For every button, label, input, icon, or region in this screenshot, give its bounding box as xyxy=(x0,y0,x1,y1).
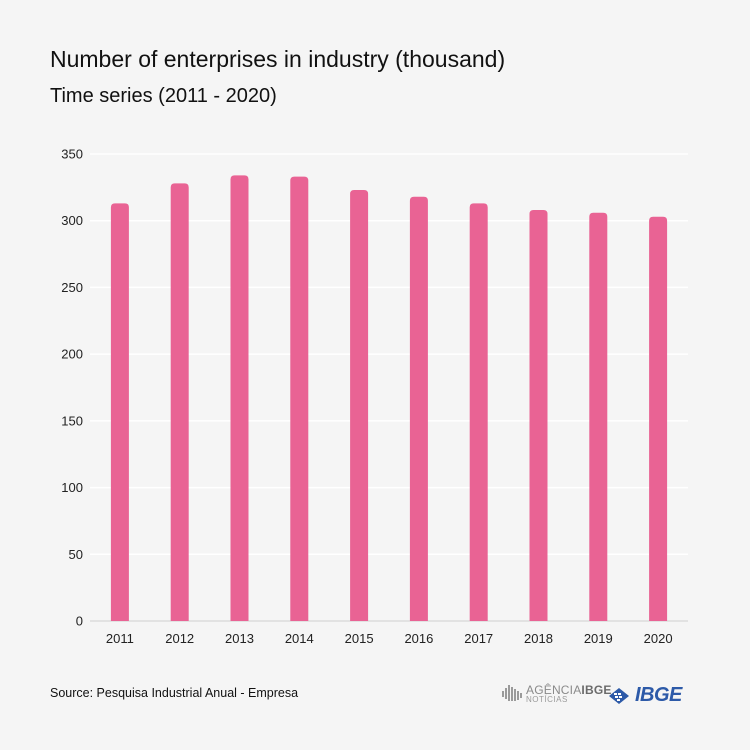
agencia-sub: NOTÍCIAS xyxy=(526,695,568,704)
agencia-ibge-emblem-icon xyxy=(502,685,522,701)
y-tick-label: 50 xyxy=(69,547,83,562)
y-tick-label: 200 xyxy=(61,347,83,362)
bar-2012 xyxy=(170,183,189,621)
agencia-ibge-logo: AGÊNCIAIBGE NOTÍCIAS xyxy=(502,684,612,704)
bar-2011 xyxy=(110,203,129,621)
ibge-emblem-icon xyxy=(609,687,629,704)
ibge-logo: IBGE xyxy=(606,684,682,707)
y-tick-label: 350 xyxy=(61,147,83,162)
y-tick-label: 250 xyxy=(61,280,83,295)
bar-2019 xyxy=(589,212,608,622)
x-tick-label: 2016 xyxy=(404,631,433,646)
x-tick-label: 2020 xyxy=(644,631,673,646)
bar-2017 xyxy=(469,203,488,621)
x-tick-label: 2014 xyxy=(285,631,314,646)
y-tick-label: 0 xyxy=(76,614,83,629)
bar-2014 xyxy=(290,176,309,621)
x-tick-label: 2017 xyxy=(464,631,493,646)
y-tick-label: 300 xyxy=(61,213,83,228)
y-tick-label: 150 xyxy=(61,413,83,428)
chart-title: Number of enterprises in industry (thous… xyxy=(50,46,506,72)
x-tick-label: 2011 xyxy=(106,631,134,646)
source-note: Source: Pesquisa Industrial Anual - Empr… xyxy=(50,686,299,700)
ibge-wordmark: IBGE xyxy=(635,684,682,706)
bar-2013 xyxy=(230,175,249,621)
x-tick-label: 2012 xyxy=(165,631,194,646)
y-tick-label: 100 xyxy=(61,480,83,495)
bar-2016 xyxy=(409,196,428,621)
x-tick-label: 2019 xyxy=(584,631,613,646)
x-tick-label: 2018 xyxy=(524,631,553,646)
bar-2015 xyxy=(350,190,369,622)
bar-chart: 0 50 100 150 200 250 300 350 2011 2012 2013 2014 201… xyxy=(61,147,688,646)
bar-2018 xyxy=(529,210,548,622)
bar-2020 xyxy=(649,216,668,621)
agencia-brand: IBGE xyxy=(581,683,612,697)
chart-subtitle: Time series (2011 - 2020) xyxy=(50,85,277,107)
agencia-prefix: AGÊNCIA xyxy=(526,683,582,697)
x-tick-label: 2013 xyxy=(225,631,254,646)
x-tick-label: 2015 xyxy=(345,631,374,646)
